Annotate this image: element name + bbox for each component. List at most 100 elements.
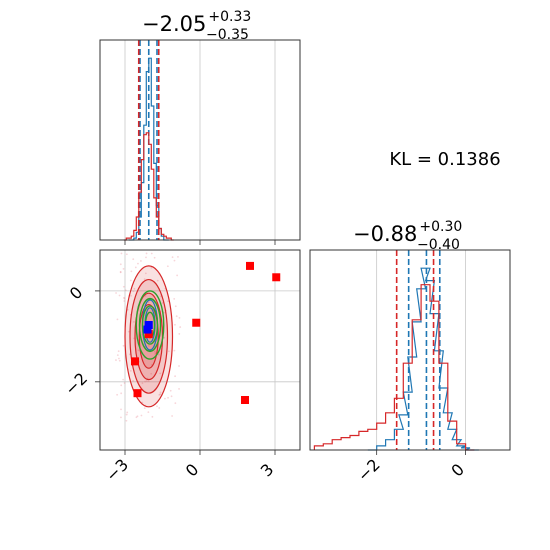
- marginal-p0-title: −2.05 +0.33: [142, 9, 251, 36]
- marginal-p1-frame: [309, 249, 511, 451]
- marginal-p1-hist-series-0: [367, 267, 479, 451]
- joint-sample-point: [174, 305, 177, 308]
- joint-sample-point: [126, 411, 129, 414]
- joint-sample-point: [135, 416, 138, 419]
- joint-sample-point: [130, 270, 133, 273]
- joint-sample-point: [144, 272, 147, 275]
- joint-contour-2-level-2: [141, 305, 159, 345]
- marginal-p1-title-value: −0.88: [353, 222, 417, 246]
- joint-sample-point: [123, 382, 126, 384]
- joint-sample-point: [118, 357, 120, 360]
- joint-sample-point: [140, 414, 143, 417]
- joint-sample-point: [173, 297, 176, 300]
- joint-sample-point: [136, 415, 139, 418]
- joint-sample-point: [122, 344, 125, 347]
- joint-sample-point: [120, 416, 122, 419]
- joint-contour-2-level-1: [138, 297, 162, 353]
- joint-sample-point: [122, 267, 125, 270]
- joint-sample-point: [170, 395, 173, 398]
- joint-sample-point: [178, 388, 180, 390]
- joint-sample-point: [154, 352, 157, 354]
- joint-sample-point: [174, 375, 177, 378]
- joint-red-marker: [131, 357, 139, 366]
- joint-sample-point: [120, 252, 123, 255]
- joint-sample-point: [120, 408, 122, 411]
- joint-sample-point: [122, 378, 125, 381]
- marginal-p0-title-value: −2.05: [142, 12, 206, 36]
- joint-red-marker: [144, 330, 153, 339]
- joint-sample-point: [174, 323, 176, 326]
- joint-sample-point: [124, 289, 127, 292]
- joint-sample-point: [159, 391, 162, 394]
- joint-sample-point: [169, 389, 172, 392]
- joint-sample-point: [140, 260, 142, 262]
- joint-sample-point: [125, 253, 128, 256]
- joint-sample-point: [167, 300, 169, 303]
- joint-sample-point: [141, 401, 144, 404]
- joint-sample-point: [147, 380, 150, 383]
- joint-sample-point: [123, 300, 126, 302]
- joint-sample-point: [115, 292, 117, 294]
- joint-red-marker: [241, 396, 249, 404]
- joint-sample-point: [161, 302, 164, 304]
- joint-sample-point: [143, 278, 146, 281]
- joint-sample-point: [154, 353, 157, 355]
- joint-ytick-label: −2: [61, 369, 91, 399]
- joint-sample-point: [119, 263, 122, 266]
- joint-sample-point: [153, 256, 156, 259]
- joint-sample-point: [164, 397, 166, 400]
- joint-sample-point: [173, 259, 176, 262]
- joint-sample-point: [147, 301, 150, 303]
- joint-sample-point: [158, 393, 161, 396]
- joint-xtick-label: 0: [182, 460, 203, 481]
- joint-sample-point: [141, 382, 144, 385]
- joint-sample-point: [178, 333, 181, 335]
- joint-sample-point: [118, 359, 121, 362]
- marginal-p1-xtick-label: −2: [354, 455, 384, 485]
- joint-sample-point: [179, 326, 182, 328]
- joint-red-marker: [246, 261, 254, 270]
- joint-sample-point: [166, 265, 169, 268]
- joint-sample-point: [159, 372, 162, 375]
- joint-sample-point: [132, 321, 135, 323]
- joint-sample-point: [145, 256, 147, 259]
- joint-sample-point: [171, 256, 174, 259]
- joint-sample-point: [116, 354, 119, 357]
- kl-label: KL = 0.1386: [389, 149, 500, 170]
- joint-sample-point: [116, 318, 119, 321]
- joint-sample-point: [143, 407, 146, 410]
- marginal-p1-hist-series-1: [313, 284, 475, 451]
- joint-sample-point: [120, 384, 123, 387]
- joint-sample-point: [125, 419, 128, 422]
- joint-red-marker: [272, 273, 281, 282]
- joint-sample-point: [117, 350, 120, 353]
- joint-sample-point: [159, 393, 162, 396]
- joint-sample-point: [158, 407, 161, 409]
- joint-sample-point: [125, 413, 128, 416]
- marginal-p0-title-lower: −0.35: [206, 27, 249, 43]
- joint-sample-point: [137, 349, 140, 352]
- joint-sample-point: [147, 344, 150, 347]
- joint-sample-point: [176, 274, 179, 277]
- joint-blue-marker: [143, 325, 152, 334]
- joint-sample-point: [118, 294, 121, 297]
- joint-sample-point: [178, 365, 180, 367]
- joint-sample-point: [123, 297, 126, 300]
- marginal-p0-title-upper: +0.33: [208, 9, 251, 25]
- joint-sample-point: [153, 350, 156, 353]
- joint-sample-point: [129, 279, 132, 282]
- joint-sample-point: [127, 330, 130, 333]
- joint-sample-point: [150, 266, 153, 269]
- joint-sample-point: [132, 290, 135, 293]
- joint-sample-point: [122, 285, 125, 288]
- joint-sample-point: [167, 350, 170, 353]
- joint-sample-point: [177, 256, 179, 258]
- joint-sample-point: [156, 279, 159, 282]
- joint-sample-point: [137, 262, 139, 265]
- joint-sample-point: [133, 287, 136, 290]
- joint-sample-point: [119, 271, 122, 273]
- marginal-p0-hist-series-1: [123, 132, 174, 241]
- joint-sample-point: [178, 316, 181, 319]
- joint-sample-point: [147, 411, 150, 414]
